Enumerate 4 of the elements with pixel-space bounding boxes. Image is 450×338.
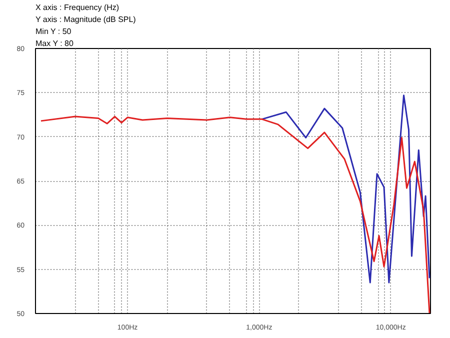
text: Max Y : 80 bbox=[36, 39, 74, 48]
text: X axis : Frequency (Hz) bbox=[36, 3, 120, 12]
text: Y axis : Magnitude (dB SPL) bbox=[36, 15, 136, 24]
text: Min Y : 50 bbox=[36, 27, 72, 36]
